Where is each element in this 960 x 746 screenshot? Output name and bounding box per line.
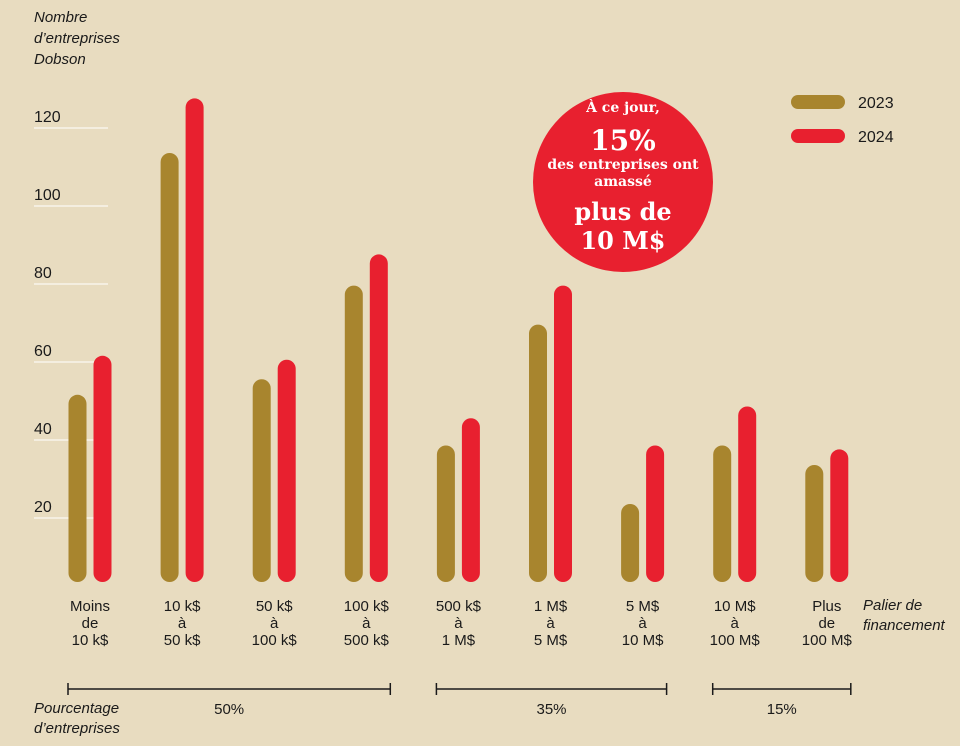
- y-axis-title-line: Nombre: [34, 9, 87, 26]
- bar-2024: [646, 445, 665, 582]
- category-label: 5 M$: [626, 598, 660, 615]
- bar-2024: [554, 285, 572, 582]
- y-tick-labels: 20 40 60 80 100 120: [34, 109, 61, 516]
- category-label: 10 M$: [622, 632, 664, 649]
- y-tick-label: 40: [34, 421, 52, 438]
- y-tick-label: 20: [34, 499, 52, 516]
- y-tick-label: 120: [34, 109, 61, 126]
- bar-2023: [68, 394, 87, 582]
- category-label: 1 M$: [534, 598, 568, 615]
- percent-group-label: 15%: [767, 701, 797, 718]
- category-label: 10 M$: [714, 598, 756, 615]
- bar-2023: [252, 379, 271, 582]
- category-label: 100 M$: [710, 632, 761, 649]
- category-label: 1 M$: [442, 632, 476, 649]
- category-label: à: [546, 615, 555, 632]
- callout-line-1: À ce jour,: [585, 98, 660, 116]
- bar-2024: [830, 449, 849, 582]
- category-label: à: [638, 615, 647, 632]
- category-label: 100 k$: [252, 632, 298, 649]
- bar-2024: [277, 359, 296, 582]
- x-axis-title: Palier de financement: [863, 597, 946, 634]
- category-label: 50 k$: [164, 632, 201, 649]
- category-label: de: [82, 615, 99, 632]
- y-axis-title-line: Dobson: [34, 51, 86, 68]
- callout-line-4: amassé: [594, 174, 652, 190]
- bar-2024: [185, 98, 204, 583]
- category-label: à: [454, 615, 463, 632]
- percent-group-label: 50%: [214, 701, 244, 718]
- category-label: de: [818, 615, 835, 632]
- y-tick-label: 80: [34, 265, 52, 282]
- category-label: à: [731, 615, 740, 632]
- category-label: Moins: [70, 598, 110, 615]
- bar-2023: [713, 445, 732, 582]
- callout-line-5: plus de: [574, 197, 671, 226]
- callout-circle: [533, 92, 713, 272]
- percent-group-label: 35%: [536, 701, 566, 718]
- bar-2023: [529, 324, 547, 582]
- legend-label: 2023: [858, 95, 894, 112]
- bar-2024: [461, 418, 480, 582]
- category-label: Plus: [812, 598, 841, 615]
- y-tick-label: 100: [34, 187, 61, 204]
- legend: 2023 2024: [791, 95, 894, 146]
- bar-2024: [369, 254, 388, 582]
- bar-2024: [738, 406, 757, 582]
- category-label: à: [362, 615, 371, 632]
- bar-2023: [160, 153, 179, 582]
- callout-line-6: 10 M$: [580, 226, 665, 255]
- callout-line-3: des entreprises ont: [547, 157, 699, 173]
- percent-axis-title-line: d’entreprises: [34, 720, 120, 737]
- percent-axis-title-line: Pourcentage: [34, 700, 119, 717]
- bars: [68, 98, 849, 583]
- category-label: 500 k$: [344, 632, 390, 649]
- category-label: 10 k$: [164, 598, 201, 615]
- callout-badge: À ce jour, 15% des entreprises ont amass…: [533, 92, 713, 272]
- y-tick-label: 60: [34, 343, 52, 360]
- category-label: 100 M$: [802, 632, 853, 649]
- x-axis-title-line: financement: [863, 617, 946, 634]
- category-label: 500 k$: [436, 598, 482, 615]
- category-label: à: [270, 615, 279, 632]
- bar-2023: [436, 445, 455, 582]
- callout-line-2: 15%: [590, 124, 656, 157]
- category-label: 50 k$: [256, 598, 293, 615]
- bar-2023: [805, 465, 824, 582]
- y-axis-title-line: d’entreprises: [34, 30, 120, 47]
- bar-2024: [93, 355, 112, 582]
- legend-label: 2024: [858, 129, 894, 146]
- category-label: 100 k$: [344, 598, 390, 615]
- bar-2023: [344, 285, 363, 582]
- bar-2023: [621, 504, 640, 582]
- category-label: 5 M$: [534, 632, 568, 649]
- x-axis-title-line: Palier de: [863, 597, 922, 614]
- percentage-groups: Pourcentage d’entreprises 50% 35% 15%: [34, 683, 852, 737]
- y-axis-title: Nombre d’entreprises Dobson: [34, 9, 120, 68]
- category-label: 10 k$: [72, 632, 109, 649]
- category-label: à: [178, 615, 187, 632]
